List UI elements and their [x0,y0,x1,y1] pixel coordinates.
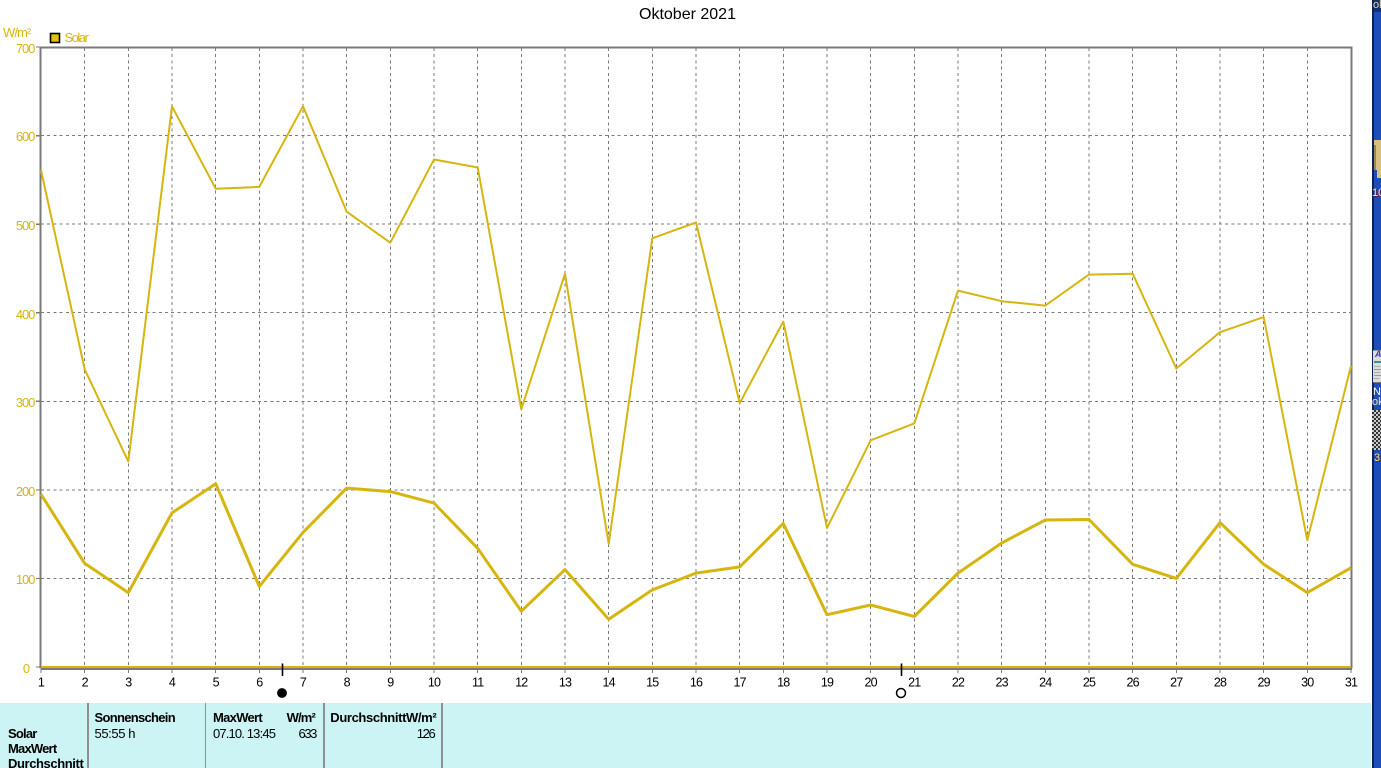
svg-text:19: 19 [821,675,834,689]
svg-text:1: 1 [38,675,45,689]
svg-text:4: 4 [169,675,176,689]
svg-text:21: 21 [908,675,921,689]
svg-text:6: 6 [256,675,263,689]
svg-text:27: 27 [1170,675,1183,689]
svg-text:24: 24 [1039,675,1052,689]
svg-text:10: 10 [428,675,441,689]
svg-text:14: 14 [603,675,616,689]
svg-text:8: 8 [344,675,351,689]
svg-text:26: 26 [1127,675,1140,689]
svg-text:29: 29 [1258,675,1271,689]
svg-text:13: 13 [559,675,572,689]
svg-text:9: 9 [387,675,394,689]
svg-text:11: 11 [472,675,484,689]
svg-text:25: 25 [1083,675,1096,689]
svg-text:5: 5 [213,675,220,689]
svg-text:7: 7 [300,675,307,689]
svg-text:20: 20 [865,675,878,689]
svg-text:31: 31 [1345,675,1358,689]
svg-text:23: 23 [996,675,1009,689]
svg-text:22: 22 [952,675,965,689]
svg-text:2: 2 [82,675,89,689]
svg-text:12: 12 [515,675,528,689]
svg-text:18: 18 [777,675,790,689]
svg-text:15: 15 [646,675,659,689]
svg-text:3: 3 [125,675,132,689]
svg-text:17: 17 [734,675,747,689]
svg-text:16: 16 [690,675,703,689]
svg-text:28: 28 [1214,675,1227,689]
svg-text:30: 30 [1301,675,1314,689]
